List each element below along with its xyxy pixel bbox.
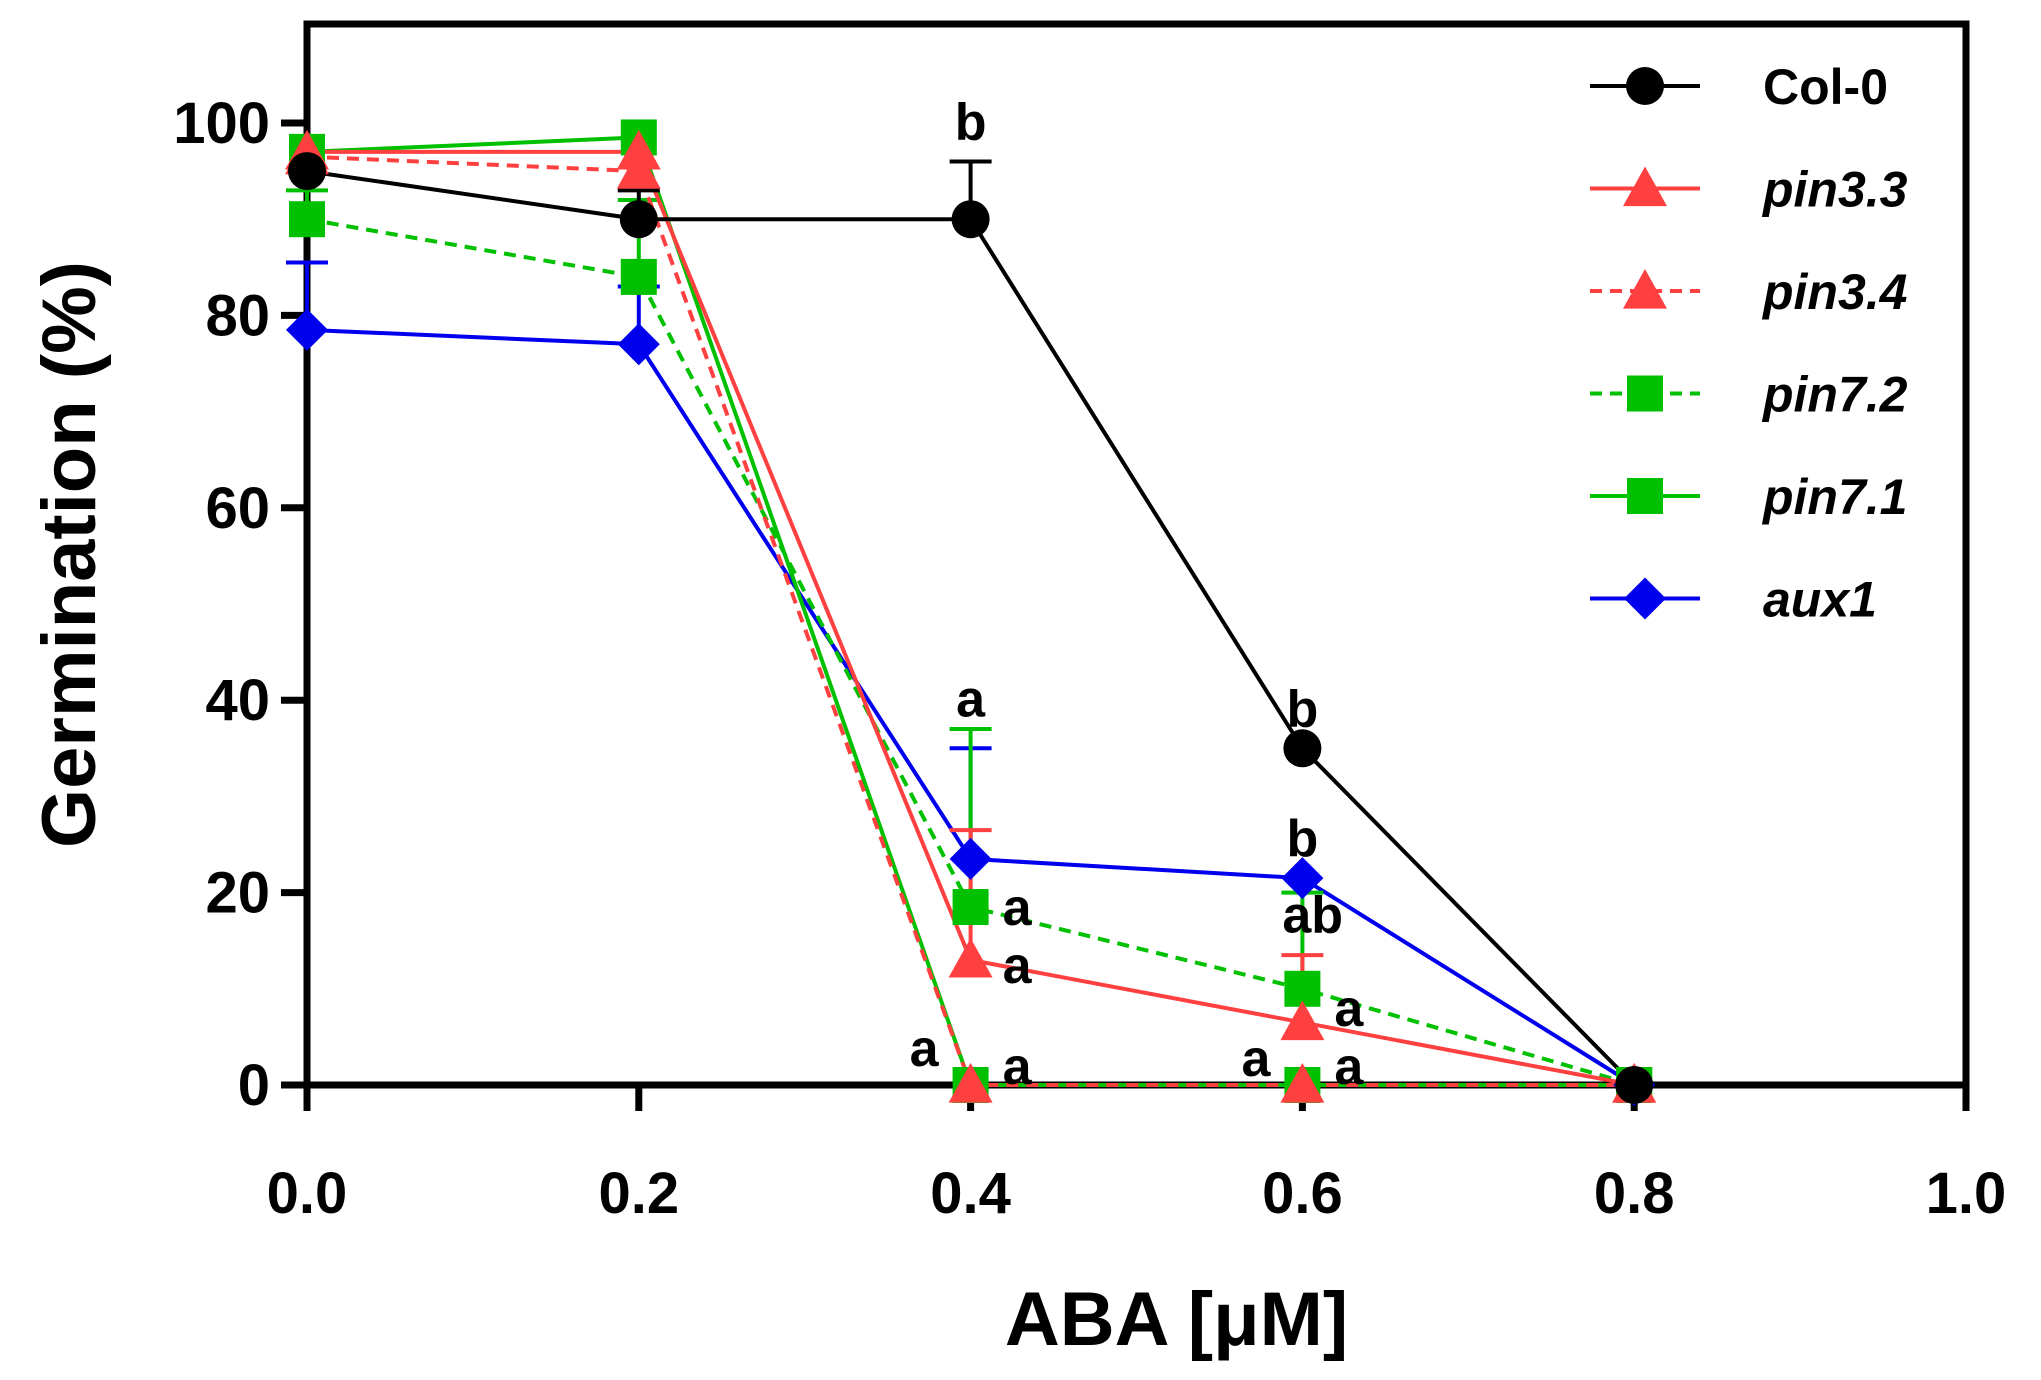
y-tick-label: 80 [205, 283, 270, 348]
y-tick-label: 20 [205, 861, 270, 926]
significance-label: a [1334, 980, 1364, 1038]
x-axis-title: ABA [μM] [1005, 1277, 1348, 1362]
legend-marker [1623, 166, 1667, 207]
series-pin7-2 [286, 188, 1635, 1087]
legend-label: pin7.2 [1761, 367, 1908, 423]
series-markers-Col-0 [288, 152, 1654, 1104]
x-tick-label: 0.8 [1594, 1161, 1675, 1226]
significance-label: a [1003, 1038, 1033, 1096]
legend-marker [1627, 478, 1663, 514]
data-point [1615, 1066, 1654, 1104]
legend-label: pin3.4 [1761, 264, 1907, 320]
x-tick-label: 0.2 [598, 1161, 679, 1226]
legend-label: pin7.1 [1761, 469, 1907, 525]
significance-label: a [910, 1020, 940, 1078]
x-tick-label: 0.4 [930, 1161, 1011, 1226]
y-tick-label: 0 [238, 1053, 270, 1118]
legend-label: pin3.3 [1761, 162, 1908, 218]
legend-marker [1627, 375, 1663, 412]
data-point [1281, 857, 1324, 900]
axis-ticks: 0.0 0.2 0.4 0.6 0.8 1.0 0 20 40 60 80 100 [173, 91, 2006, 1226]
data-point [1280, 1000, 1325, 1041]
data-point [288, 152, 326, 191]
x-tick-label: 0.0 [267, 1161, 348, 1226]
y-axis-title: Germination (%) [27, 261, 112, 848]
data-point [289, 201, 325, 238]
legend-marker [1624, 577, 1666, 620]
legend-item-Col-0: Col-0 [1590, 59, 1888, 115]
data-point [617, 323, 660, 366]
data-point [948, 1063, 993, 1103]
significance-label: b [955, 93, 987, 151]
y-tick-label: 60 [205, 476, 270, 541]
data-point [949, 837, 992, 880]
data-point [616, 149, 661, 189]
data-point [1280, 1063, 1325, 1103]
plot-border [303, 20, 1970, 1089]
x-tick-label: 1.0 [1926, 1161, 2007, 1226]
legend-item-pin7-2: pin7.2 [1590, 367, 1908, 423]
legend-item-pin3-4: pin3.4 [1590, 264, 1907, 320]
significance-label: a [1334, 1038, 1364, 1096]
legend-item-pin3-3: pin3.3 [1590, 162, 1908, 218]
significance-label: b [1287, 810, 1319, 868]
significance-label: b [1287, 680, 1319, 738]
significance-label: a [1241, 1030, 1271, 1088]
legend-item-aux1: aux1 [1590, 572, 1877, 628]
data-point [286, 308, 328, 351]
significance-label: ab [1282, 887, 1343, 945]
legend-label: Col-0 [1763, 59, 1888, 115]
legend: Col-0 pin3.3 pin3.4 pin7.2 pin7.1 aux1 [1590, 59, 1908, 628]
plot-frame [303, 20, 1970, 1089]
data-point [620, 258, 657, 295]
significance-label: a [1003, 937, 1033, 995]
data-point [948, 937, 993, 978]
y-tick-label: 100 [173, 91, 270, 156]
data-point [619, 200, 658, 239]
data-point [951, 200, 990, 239]
legend-marker [1623, 269, 1667, 309]
series-layer [285, 119, 1657, 1106]
data-point [952, 889, 989, 926]
series-markers-pin3-3 [285, 129, 1657, 1103]
legend-marker [1626, 67, 1664, 105]
significance-label: a [1003, 879, 1033, 937]
x-tick-label: 0.6 [1262, 1161, 1343, 1226]
legend-label: aux1 [1763, 572, 1877, 628]
data-point [1283, 729, 1322, 768]
legend-item-pin7-1: pin7.1 [1590, 469, 1907, 525]
significance-label: a [956, 671, 986, 729]
y-tick-label: 40 [205, 668, 270, 733]
